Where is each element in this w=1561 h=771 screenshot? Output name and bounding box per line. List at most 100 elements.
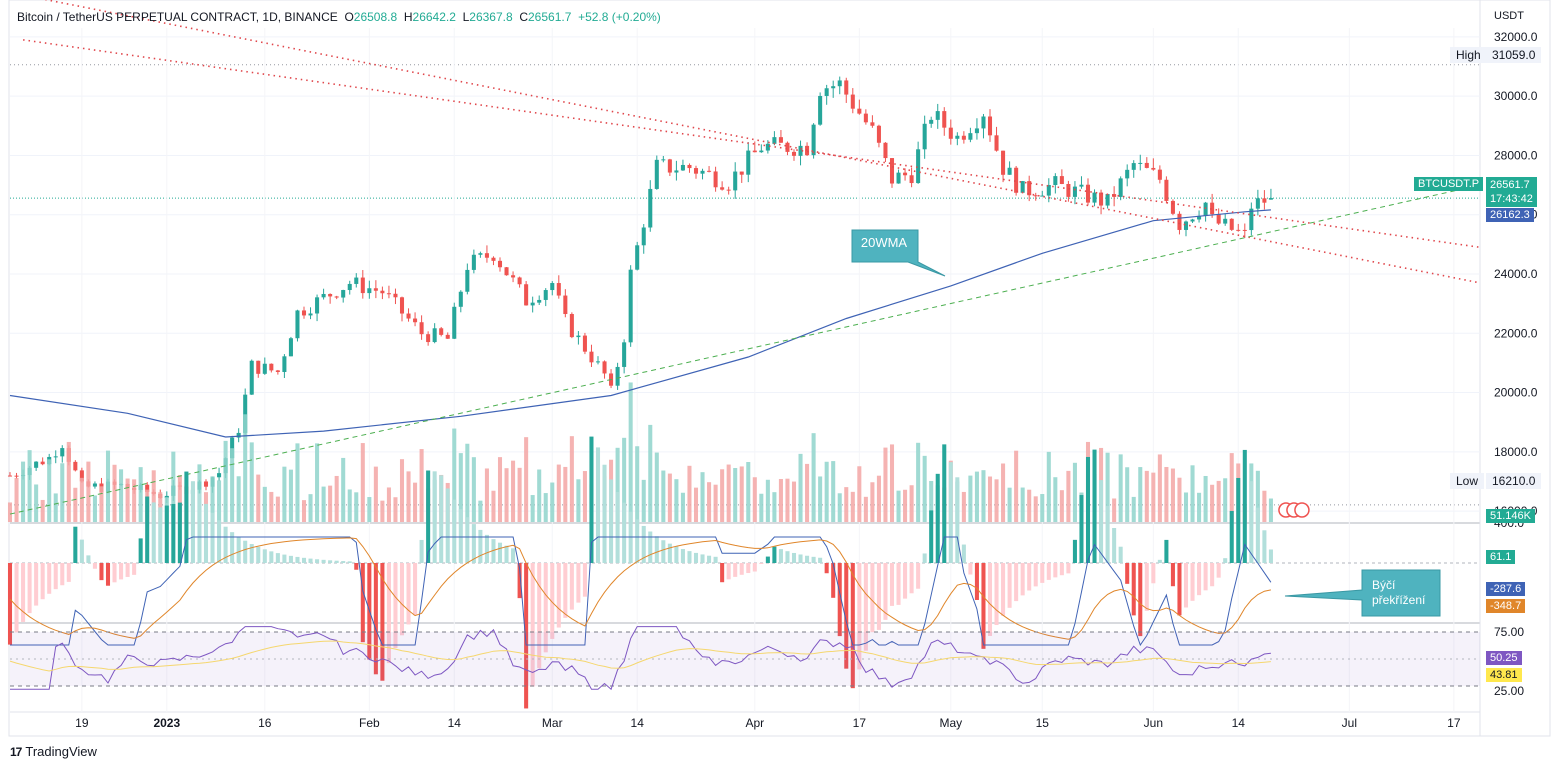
volume-bar	[929, 480, 934, 522]
candle-body	[811, 124, 816, 156]
candle-body	[661, 159, 666, 161]
macd-hist-bar	[190, 481, 195, 563]
volume-bar	[497, 457, 503, 522]
macd-hist-bar	[791, 552, 797, 563]
candle-body	[1262, 198, 1267, 203]
macd-hist-bar	[1144, 563, 1149, 611]
last-price: 26561.7	[1490, 179, 1530, 191]
macd-hist-bar	[288, 555, 293, 563]
volume-bar	[21, 461, 26, 522]
macd-hist-bar	[909, 563, 914, 594]
volume-bar	[73, 487, 78, 522]
macd-hist-bar	[1242, 449, 1247, 563]
candle-body	[288, 338, 293, 357]
macd-hist-bar	[177, 502, 182, 563]
macd-hist-bar	[693, 552, 699, 563]
volume-bar	[458, 453, 463, 522]
candle-body	[530, 302, 535, 306]
volume-bar	[262, 486, 267, 522]
candle-body	[393, 293, 398, 298]
volume-bar	[524, 437, 529, 522]
macd-hist-bar	[994, 563, 999, 626]
candle-body	[1183, 221, 1189, 230]
candle-body	[700, 170, 705, 174]
candle-body	[1236, 229, 1241, 231]
macd-hist-bar	[1236, 477, 1241, 563]
volume-bar	[419, 449, 424, 522]
macd-hist-bar	[341, 561, 346, 563]
candle-body	[1059, 176, 1064, 184]
rsi-ma-tag: 43.81	[1486, 668, 1522, 682]
candle-body	[1066, 183, 1071, 197]
candle-body	[1040, 195, 1045, 197]
candle-body	[870, 122, 875, 126]
volume-bar	[870, 482, 875, 522]
candle-body	[92, 483, 97, 487]
candle-body	[791, 151, 797, 156]
candle-body	[341, 290, 346, 298]
volume-bar	[693, 487, 699, 522]
candle-body	[857, 108, 862, 114]
volume-bar	[92, 495, 97, 522]
macd-hist-bar	[726, 563, 731, 580]
macd-hist-bar	[870, 563, 875, 633]
macd-hist-bar	[269, 551, 274, 563]
candle-body	[903, 172, 908, 176]
volume-bar	[40, 499, 45, 522]
macd-hist-bar	[1014, 563, 1019, 602]
macd-hist-bar	[360, 563, 365, 643]
candle-body	[543, 290, 548, 300]
macd-hist-bar	[301, 557, 307, 563]
candle-body	[687, 164, 692, 169]
volume-bar	[765, 479, 770, 522]
candle-body	[602, 361, 607, 374]
volume-bar	[569, 436, 574, 522]
candle-body	[772, 137, 777, 144]
candle-body	[595, 361, 601, 363]
macd-hist-bar	[648, 531, 653, 563]
macd-hist-bar	[602, 464, 607, 563]
volume-bar	[79, 477, 84, 522]
macd-hist-bar	[73, 526, 78, 563]
candle-body	[1151, 167, 1156, 170]
macd-hist-bar	[308, 558, 313, 563]
symbol-tag[interactable]: BTCUSDT.P	[1414, 177, 1484, 191]
plot-frame	[8, 0, 1551, 737]
candle-body	[1210, 202, 1215, 215]
high-label: H	[403, 10, 413, 24]
event-marker-icon	[1294, 502, 1310, 518]
volume-bar	[863, 496, 868, 522]
volume-bar	[301, 500, 307, 522]
macd-hist-bar	[968, 563, 973, 575]
volume-bar	[981, 470, 986, 522]
macd-hist-bar	[863, 563, 868, 651]
candle-body	[1131, 163, 1136, 170]
volume-bar	[1157, 454, 1162, 522]
macd-hist-bar	[1079, 495, 1084, 563]
volume-bar	[824, 461, 829, 522]
footer-brand[interactable]: 17 TradingView	[10, 744, 97, 759]
candle-body	[968, 133, 973, 140]
macd-hist-bar	[961, 544, 966, 563]
tradingview-logo-icon: 17	[10, 744, 22, 759]
candle-body	[1242, 229, 1247, 231]
candle-body	[1112, 194, 1117, 197]
candle-body	[1020, 181, 1025, 193]
volume-bar	[1118, 454, 1123, 522]
volume-bar	[968, 475, 973, 522]
volume-bar	[961, 491, 966, 522]
candle-body	[373, 288, 378, 291]
volume-bar	[158, 492, 163, 522]
macd-hist-bar	[184, 471, 189, 563]
volume-bar	[903, 489, 908, 522]
macd-hist-bar	[818, 557, 823, 563]
macd-hist-bar	[896, 563, 901, 605]
volume-bar	[622, 437, 627, 522]
low-marker-value: 16210.0	[1492, 474, 1536, 488]
volume-bar	[805, 463, 810, 522]
candle-body	[269, 363, 274, 371]
candle-body	[1118, 178, 1123, 197]
candle-body	[145, 484, 150, 492]
